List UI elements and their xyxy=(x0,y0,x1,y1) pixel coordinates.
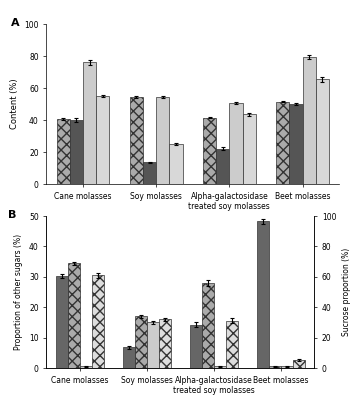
Bar xyxy=(68,263,80,368)
Bar xyxy=(83,62,96,184)
Bar xyxy=(130,97,143,184)
Legend: Dry Matter, Sucrose content in molasses, Total sugars, Sucrose content in dry ma: Dry Matter, Sucrose content in molasses,… xyxy=(81,248,304,264)
Bar xyxy=(169,144,182,184)
Y-axis label: Content (%): Content (%) xyxy=(10,79,19,129)
Bar xyxy=(242,114,256,184)
Bar xyxy=(70,120,83,184)
Bar xyxy=(281,366,293,368)
Y-axis label: Sucrose proportion (%): Sucrose proportion (%) xyxy=(342,248,351,336)
Text: B: B xyxy=(7,210,16,220)
Bar xyxy=(135,316,147,368)
Bar xyxy=(214,366,226,368)
Bar xyxy=(216,149,229,184)
Bar xyxy=(202,283,214,368)
Bar xyxy=(269,366,281,368)
Bar xyxy=(56,276,68,368)
Bar xyxy=(147,322,159,368)
Bar xyxy=(123,348,135,368)
Bar xyxy=(293,360,305,368)
Bar xyxy=(96,96,109,184)
Bar xyxy=(257,221,268,368)
Bar xyxy=(229,103,242,184)
Y-axis label: Proportion of other sugars (%): Proportion of other sugars (%) xyxy=(15,234,24,350)
Bar xyxy=(80,366,92,368)
Bar xyxy=(57,119,70,184)
Bar xyxy=(159,319,171,368)
Text: A: A xyxy=(11,18,20,28)
Bar xyxy=(92,275,104,368)
Bar xyxy=(190,325,202,368)
Bar xyxy=(276,102,290,184)
Bar xyxy=(290,104,302,184)
Bar xyxy=(203,118,216,184)
Bar xyxy=(143,162,156,184)
Bar xyxy=(316,79,329,184)
Bar xyxy=(226,321,238,368)
Bar xyxy=(156,97,169,184)
Bar xyxy=(302,57,316,184)
